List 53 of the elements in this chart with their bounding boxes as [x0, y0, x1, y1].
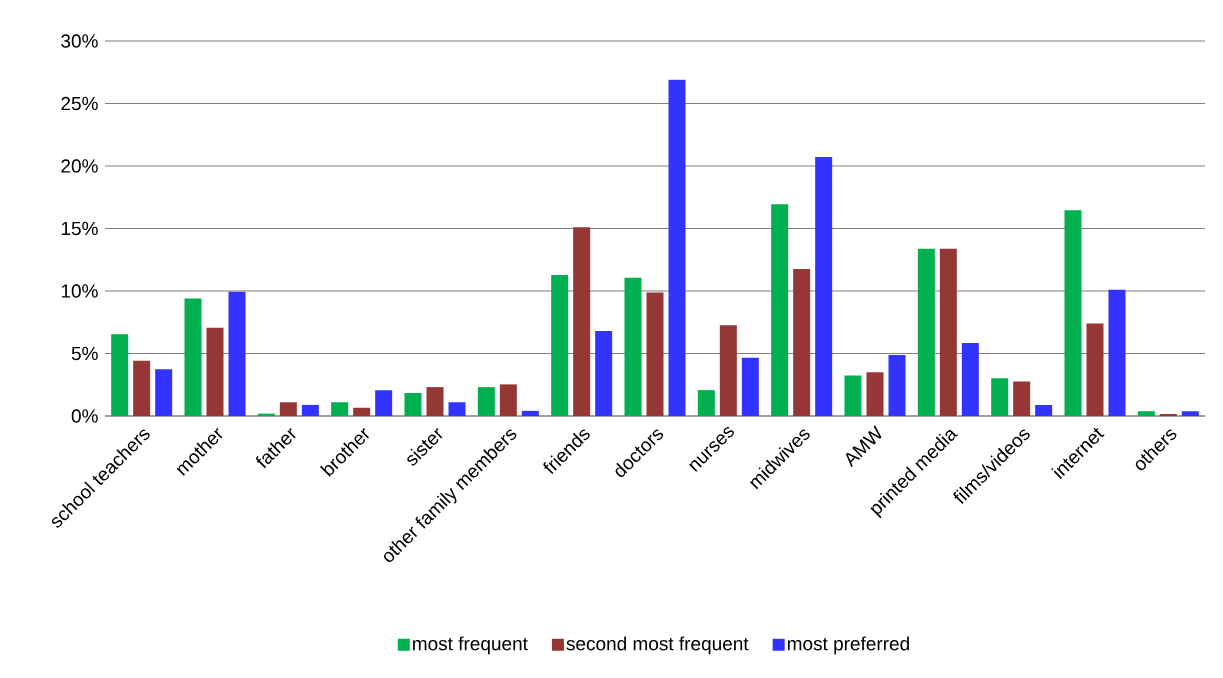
bar	[477, 387, 495, 416]
bar	[939, 248, 957, 416]
bar	[133, 360, 151, 416]
bar	[771, 204, 789, 416]
bar	[331, 402, 349, 416]
bar	[551, 275, 569, 416]
bar	[279, 402, 297, 416]
bar	[1035, 404, 1053, 416]
bar	[844, 375, 862, 416]
bar	[888, 354, 906, 416]
bar	[228, 291, 246, 416]
bar	[595, 331, 613, 416]
y-tick-label: 0%	[71, 409, 98, 423]
bar	[448, 402, 466, 416]
bar	[1137, 411, 1155, 416]
bar	[521, 410, 539, 416]
bar	[301, 404, 319, 416]
bar	[184, 298, 202, 416]
bar	[697, 390, 715, 416]
bar	[111, 334, 129, 416]
bar	[573, 227, 591, 416]
bar	[741, 357, 759, 416]
bar	[404, 393, 422, 416]
bar	[815, 157, 833, 416]
bar	[206, 327, 224, 416]
bar	[426, 387, 444, 416]
bar	[1013, 381, 1031, 416]
legend-label: most frequent	[413, 636, 528, 655]
y-tick-label: 25%	[61, 96, 98, 111]
bar	[719, 325, 737, 416]
y-tick-label: 30%	[61, 34, 98, 48]
bar	[624, 277, 642, 416]
y-tick-label: 10%	[61, 284, 98, 298]
bar	[375, 390, 393, 416]
bar	[961, 342, 979, 416]
bar	[646, 292, 664, 416]
bar	[1108, 289, 1126, 416]
legend-label: most preferred	[787, 636, 909, 655]
bar	[793, 269, 811, 416]
bar	[1064, 210, 1082, 416]
y-tick-label: 20%	[61, 159, 98, 173]
bar	[155, 369, 173, 416]
bar	[1181, 411, 1199, 416]
bar	[917, 248, 935, 416]
bar	[1086, 323, 1104, 416]
bar	[499, 384, 517, 416]
bar	[668, 79, 686, 416]
y-tick-label: 5%	[71, 346, 98, 361]
y-tick-label: 15%	[61, 221, 98, 236]
legend-label: second most frequent	[566, 636, 749, 655]
bar	[353, 407, 371, 416]
bar	[991, 378, 1009, 416]
bar	[866, 372, 884, 416]
